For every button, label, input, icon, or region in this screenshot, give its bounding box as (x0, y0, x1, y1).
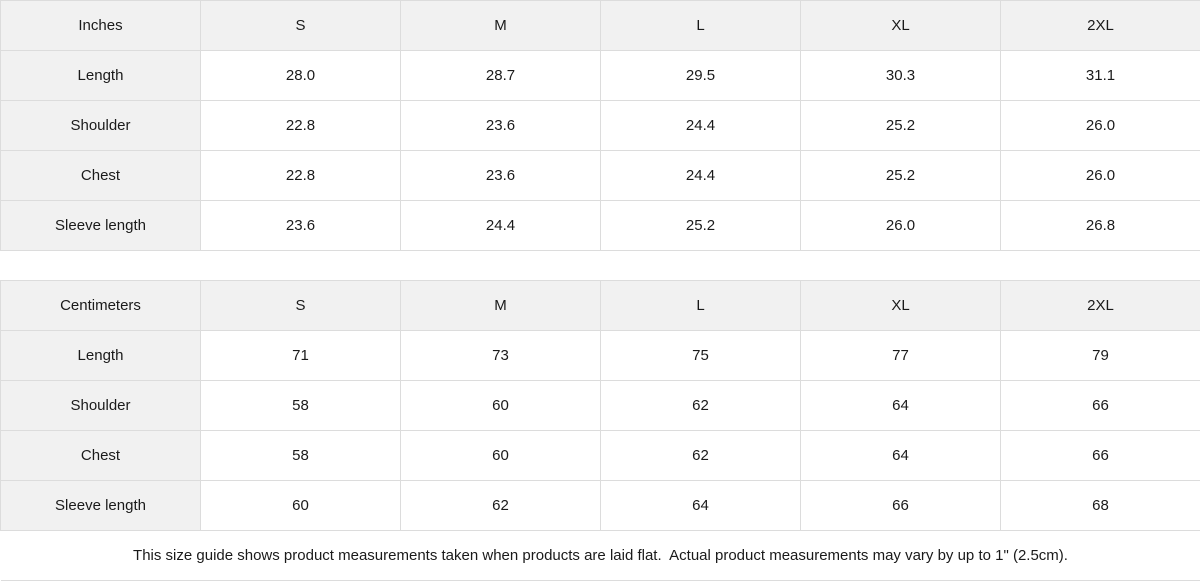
measurement-value: 68 (1001, 481, 1200, 531)
measurement-value: 26.0 (1001, 101, 1200, 151)
measurement-value: 24.4 (601, 101, 801, 151)
measurement-value: 66 (1001, 381, 1200, 431)
size-column-header: XL (801, 1, 1001, 51)
measurement-value: 26.8 (1001, 201, 1200, 251)
measurement-value: 25.2 (801, 151, 1001, 201)
size-column-header: S (201, 281, 401, 331)
size-column-header: M (401, 1, 601, 51)
size-column-header: 2XL (1001, 1, 1200, 51)
measurement-value: 71 (201, 331, 401, 381)
measurement-value: 26.0 (1001, 151, 1200, 201)
measurement-value: 62 (601, 431, 801, 481)
measurement-value: 22.8 (201, 151, 401, 201)
measurement-value: 29.5 (601, 51, 801, 101)
measurement-value: 64 (601, 481, 801, 531)
measurement-value: 23.6 (201, 201, 401, 251)
measurement-label: Chest (1, 431, 201, 481)
measurement-value: 73 (401, 331, 601, 381)
measurement-value: 66 (801, 481, 1001, 531)
measurement-value: 23.6 (401, 151, 601, 201)
table-spacer-cell (1, 251, 1200, 281)
measurement-label: Chest (1, 151, 201, 201)
measurement-label: Sleeve length (1, 481, 201, 531)
unit-label-header: Inches (1, 1, 201, 51)
measurement-value: 60 (401, 381, 601, 431)
measurement-value: 23.6 (401, 101, 601, 151)
measurement-value: 28.0 (201, 51, 401, 101)
measurement-label: Length (1, 51, 201, 101)
measurement-value: 30.3 (801, 51, 1001, 101)
measurement-label: Sleeve length (1, 201, 201, 251)
measurement-value: 28.7 (401, 51, 601, 101)
footnote-text: This size guide shows product measuremen… (1, 531, 1200, 581)
measurement-value: 60 (201, 481, 401, 531)
measurement-value: 25.2 (801, 101, 1001, 151)
footnote-row: This size guide shows product measuremen… (1, 531, 1200, 581)
measurement-label: Shoulder (1, 101, 201, 151)
measurement-value: 64 (801, 381, 1001, 431)
measurement-value: 60 (401, 431, 601, 481)
measurement-value: 24.4 (401, 201, 601, 251)
measurement-value: 26.0 (801, 201, 1001, 251)
size-column-header: L (601, 281, 801, 331)
measurement-value: 25.2 (601, 201, 801, 251)
measurement-value: 22.8 (201, 101, 401, 151)
measurement-value: 31.1 (1001, 51, 1200, 101)
size-column-header: 2XL (1001, 281, 1200, 331)
measurement-label: Shoulder (1, 381, 201, 431)
size-column-header: L (601, 1, 801, 51)
measurement-value: 24.4 (601, 151, 801, 201)
measurement-value: 75 (601, 331, 801, 381)
measurement-label: Length (1, 331, 201, 381)
measurement-value: 58 (201, 381, 401, 431)
measurement-value: 66 (1001, 431, 1200, 481)
measurement-value: 62 (401, 481, 601, 531)
size-column-header: S (201, 1, 401, 51)
measurement-value: 62 (601, 381, 801, 431)
size-column-header: XL (801, 281, 1001, 331)
size-column-header: M (401, 281, 601, 331)
measurement-value: 58 (201, 431, 401, 481)
measurement-value: 64 (801, 431, 1001, 481)
measurement-value: 77 (801, 331, 1001, 381)
table-spacer-row (1, 251, 1200, 281)
measurement-value: 79 (1001, 331, 1200, 381)
unit-label-header: Centimeters (1, 281, 201, 331)
